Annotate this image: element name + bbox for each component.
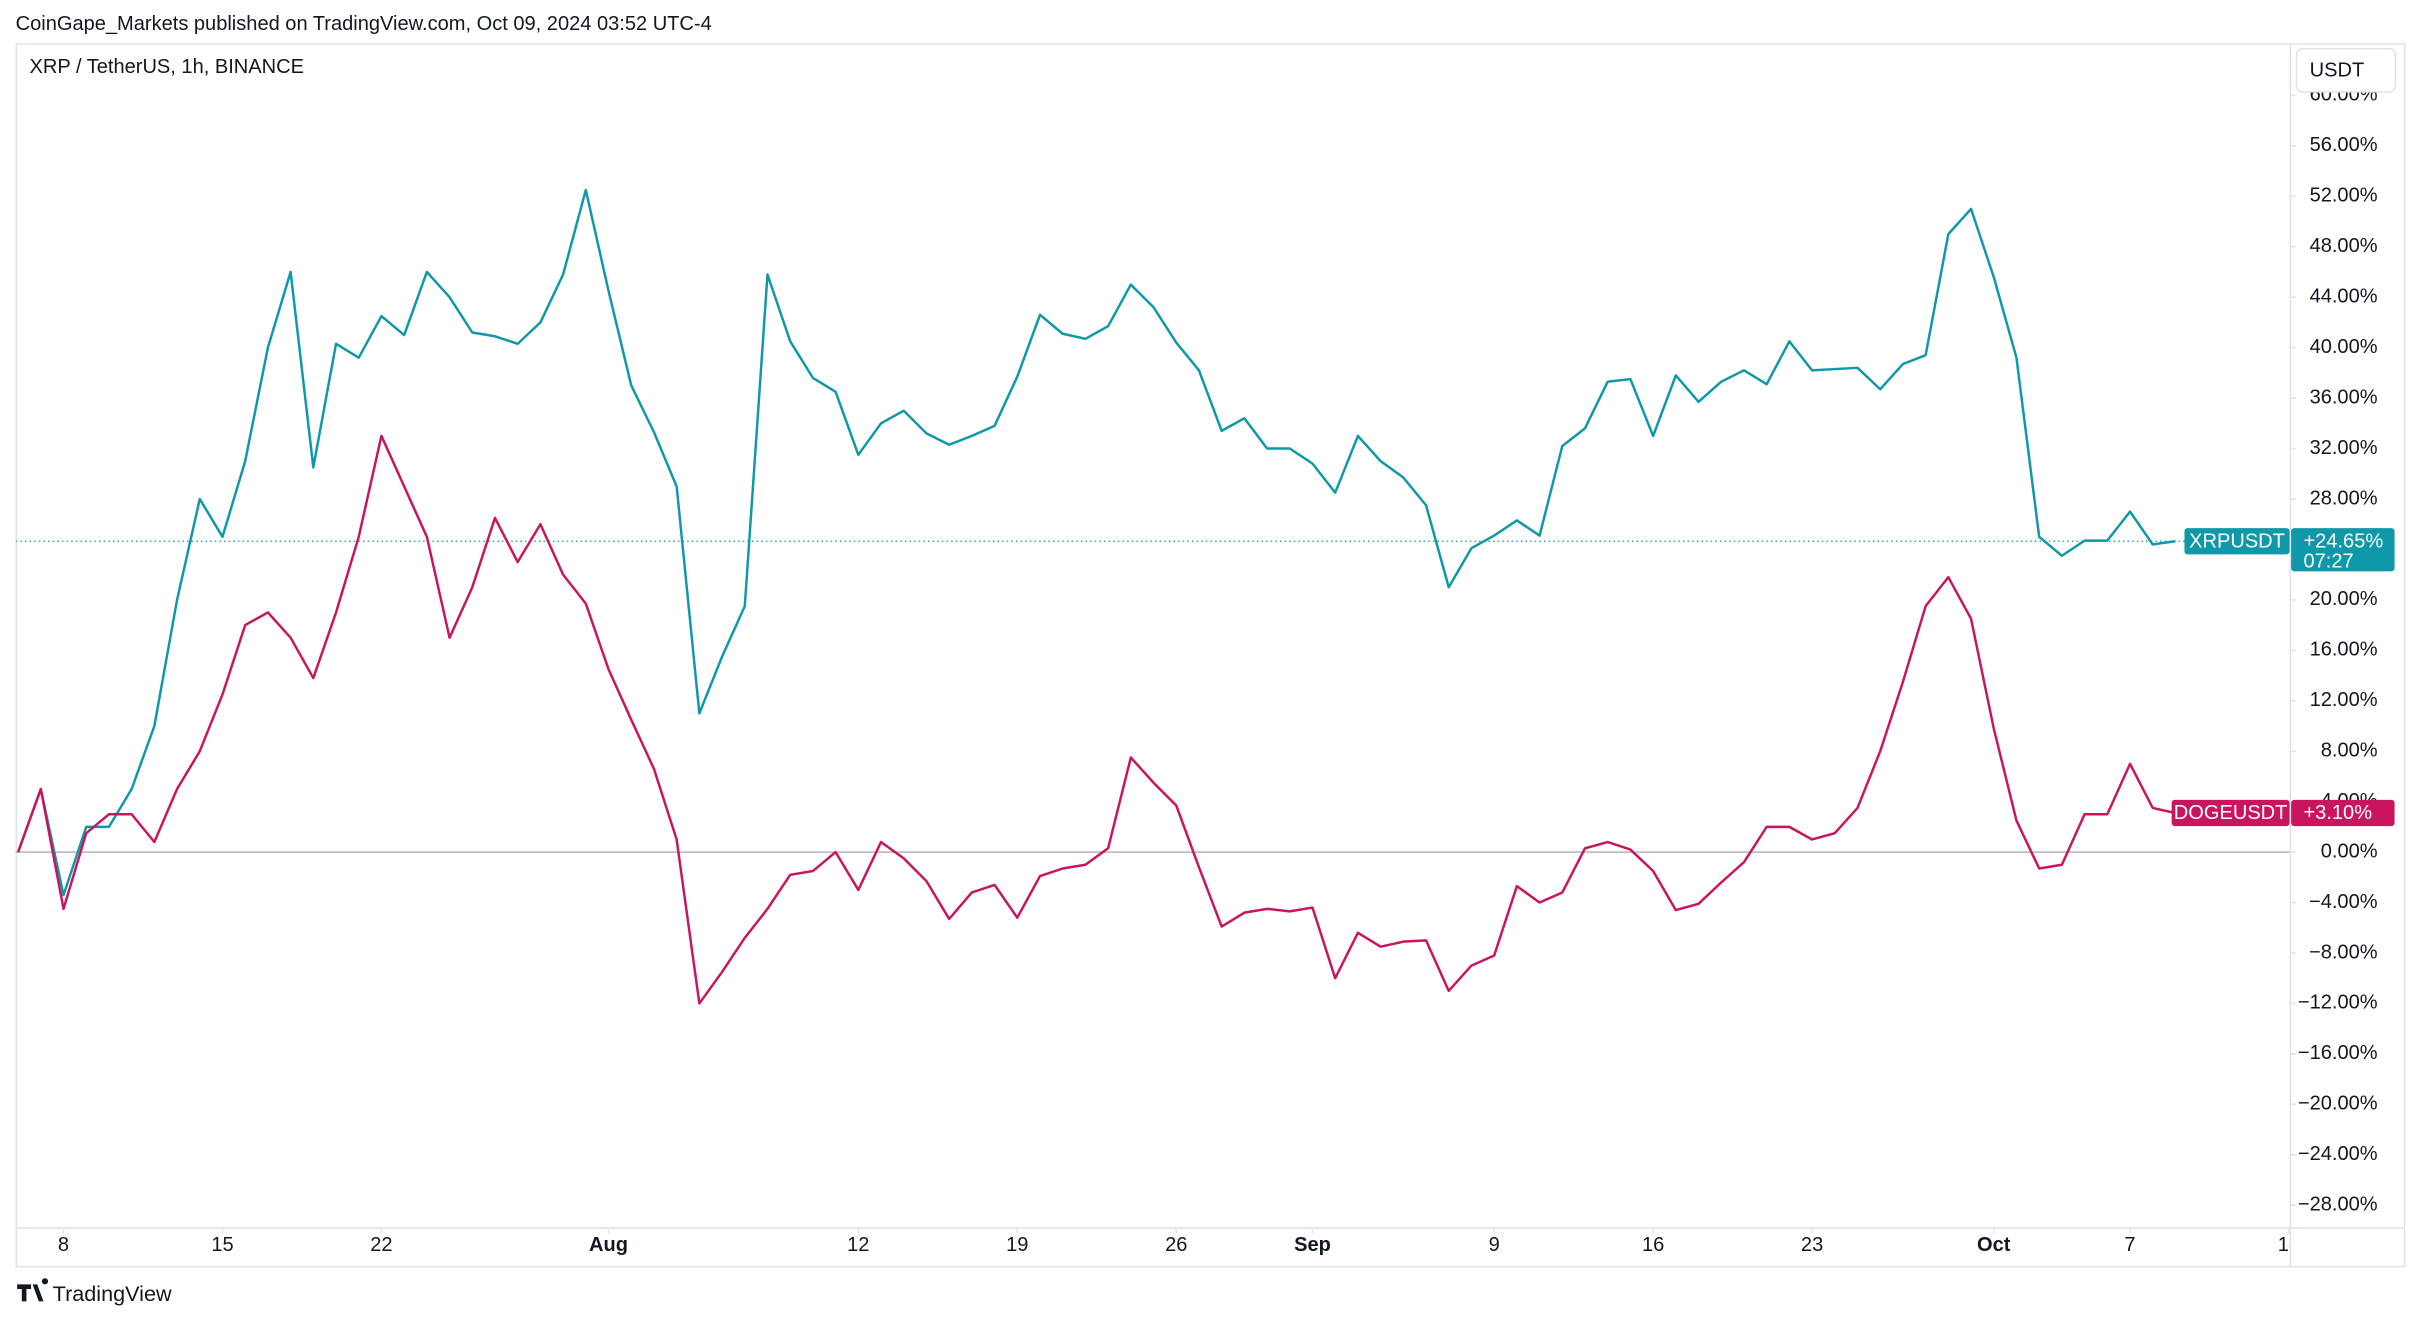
- brand-name: TradingView: [53, 1281, 172, 1306]
- currency-button-label[interactable]: USDT: [2310, 59, 2365, 81]
- y-tick-label: −8.00%: [2309, 941, 2378, 963]
- y-tick-label: −20.00%: [2298, 1093, 2378, 1115]
- price-tags: XRPUSDT +24.65%07:27 DOGEUSDT +3.10%: [2171, 528, 2395, 827]
- y-tick-label: −12.00%: [2298, 992, 2378, 1014]
- series-name-tag: [2184, 528, 2290, 555]
- x-tick-label: 9: [1489, 1234, 1500, 1256]
- y-tick-label: −4.00%: [2309, 891, 2378, 913]
- x-tick-label: Oct: [1977, 1234, 2011, 1256]
- currency-button[interactable]: [2295, 47, 2397, 93]
- y-tick-label: 20.00%: [2310, 588, 2378, 610]
- series-name: XRPUSDT: [2189, 530, 2285, 552]
- y-tick-label: 0.00%: [2321, 840, 2378, 862]
- price-tag: [2291, 528, 2395, 572]
- price-tag-label: +3.10%: [2303, 802, 2372, 824]
- series-name-tag: [2171, 799, 2290, 827]
- y-tick-label: 48.00%: [2310, 235, 2378, 257]
- y-tick-label: 28.00%: [2310, 487, 2378, 509]
- countdown-label: 07:27: [2303, 550, 2353, 572]
- y-tick-label: 16.00%: [2310, 639, 2378, 661]
- x-tick-label: Sep: [1294, 1234, 1331, 1256]
- x-tick-label: 23: [1801, 1234, 1823, 1256]
- brand-logo: [17, 1278, 49, 1302]
- x-tick-label: 14: [2278, 1234, 2300, 1256]
- y-tick-label: 52.00%: [2310, 185, 2378, 207]
- price-tag: [2291, 799, 2395, 827]
- x-tick-label: 26: [1165, 1234, 1187, 1256]
- price-tag-label: +24.65%: [2303, 530, 2383, 552]
- x-axis: 8 15 22 Aug 12 19 26 Sep 9 16 23 Oct 7 14: [58, 1227, 2300, 1256]
- x-tick-label: 8: [58, 1234, 69, 1256]
- chart-title: XRP / TetherUS, 1h, BINANCE: [30, 56, 304, 78]
- y-tick-label: −16.00%: [2298, 1042, 2378, 1064]
- x-tick-label: 7: [2124, 1234, 2135, 1256]
- x-tick-label: 12: [847, 1234, 869, 1256]
- chart-frame: [15, 43, 2406, 1268]
- y-tick-label: −24.00%: [2298, 1143, 2378, 1165]
- y-tick-label: 36.00%: [2310, 386, 2378, 408]
- x-tick-label: 19: [1006, 1234, 1028, 1256]
- series-name: DOGEUSDT: [2174, 802, 2288, 824]
- y-tick-label: 40.00%: [2310, 336, 2378, 358]
- y-tick-label: 32.00%: [2310, 437, 2378, 459]
- x-tick-label: 15: [211, 1234, 233, 1256]
- y-tick-label: 44.00%: [2310, 285, 2378, 307]
- y-tick-label: 56.00%: [2310, 134, 2378, 156]
- y-tick-label: 12.00%: [2310, 689, 2378, 711]
- plot-area: [15, 188, 2290, 1005]
- series-line: [16, 188, 2176, 897]
- publisher-line: CoinGape_Markets published on TradingVie…: [16, 13, 712, 35]
- series-line: [16, 434, 2176, 1005]
- y-axis: −28.00% −24.00% −20.00% −16.00% −12.00% −8.00…: [2289, 84, 2378, 1216]
- x-tick-label: 16: [1642, 1234, 1664, 1256]
- x-tick-label: Aug: [589, 1234, 628, 1256]
- y-tick-label: −28.00%: [2298, 1194, 2378, 1216]
- y-tick-label: 8.00%: [2321, 740, 2378, 762]
- x-tick-label: 22: [370, 1234, 392, 1256]
